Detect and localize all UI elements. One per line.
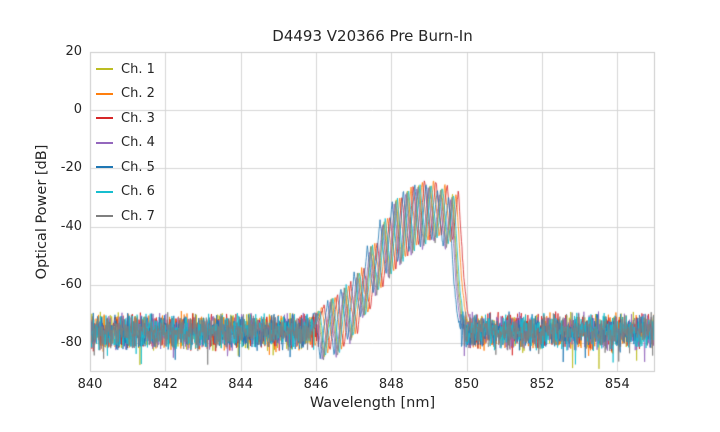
y-tick-label: 0	[73, 102, 82, 118]
y-tick-label: -60	[60, 276, 82, 292]
legend-label: Ch. 6	[121, 184, 155, 200]
y-tick-label: -40	[60, 218, 82, 234]
legend-label: Ch. 3	[121, 110, 155, 126]
legend-label: Ch. 4	[121, 135, 155, 151]
legend-item: Ch. 3	[96, 106, 155, 131]
legend-label: Ch. 5	[121, 159, 155, 175]
x-tick-label: 842	[152, 377, 178, 392]
x-tick-label: 846	[303, 377, 329, 392]
legend-label: Ch. 2	[121, 86, 155, 102]
y-tick-label: 20	[65, 44, 82, 59]
legend-line-swatch	[96, 117, 113, 120]
legend-line-swatch	[96, 215, 113, 218]
legend-label: Ch. 1	[121, 61, 155, 77]
x-tick-label: 854	[604, 377, 630, 392]
x-axis-label: Wavelength [nm]	[309, 395, 436, 411]
legend-line-swatch	[96, 68, 113, 71]
legend-item: Ch. 6	[96, 180, 155, 205]
legend-label: Ch. 7	[121, 208, 155, 224]
legend-line-swatch	[96, 92, 113, 95]
x-tick-label: 848	[378, 377, 404, 392]
y-tick-label: -80	[60, 334, 82, 350]
legend-item: Ch. 4	[96, 131, 155, 156]
x-tick-label: 840	[77, 377, 103, 392]
y-axis-label: Optical Power [dB]	[34, 144, 50, 280]
x-tick-label: 852	[529, 377, 555, 392]
legend-item: Ch. 1	[96, 57, 155, 82]
legend-line-swatch	[96, 190, 113, 193]
legend-item: Ch. 7	[96, 204, 155, 229]
legend-line-swatch	[96, 166, 113, 169]
x-tick-label: 844	[228, 377, 254, 392]
y-tick-label: -20	[60, 160, 82, 176]
chart-title: D4493 V20366 Pre Burn-In	[272, 27, 473, 45]
legend-item: Ch. 5	[96, 155, 155, 180]
x-tick-label: 850	[454, 377, 480, 392]
legend-item: Ch. 2	[96, 82, 155, 107]
legend: Ch. 1 Ch. 2 Ch. 3 Ch. 4 Ch. 5 Ch. 6 Ch. 7	[96, 57, 155, 229]
legend-line-swatch	[96, 141, 113, 144]
